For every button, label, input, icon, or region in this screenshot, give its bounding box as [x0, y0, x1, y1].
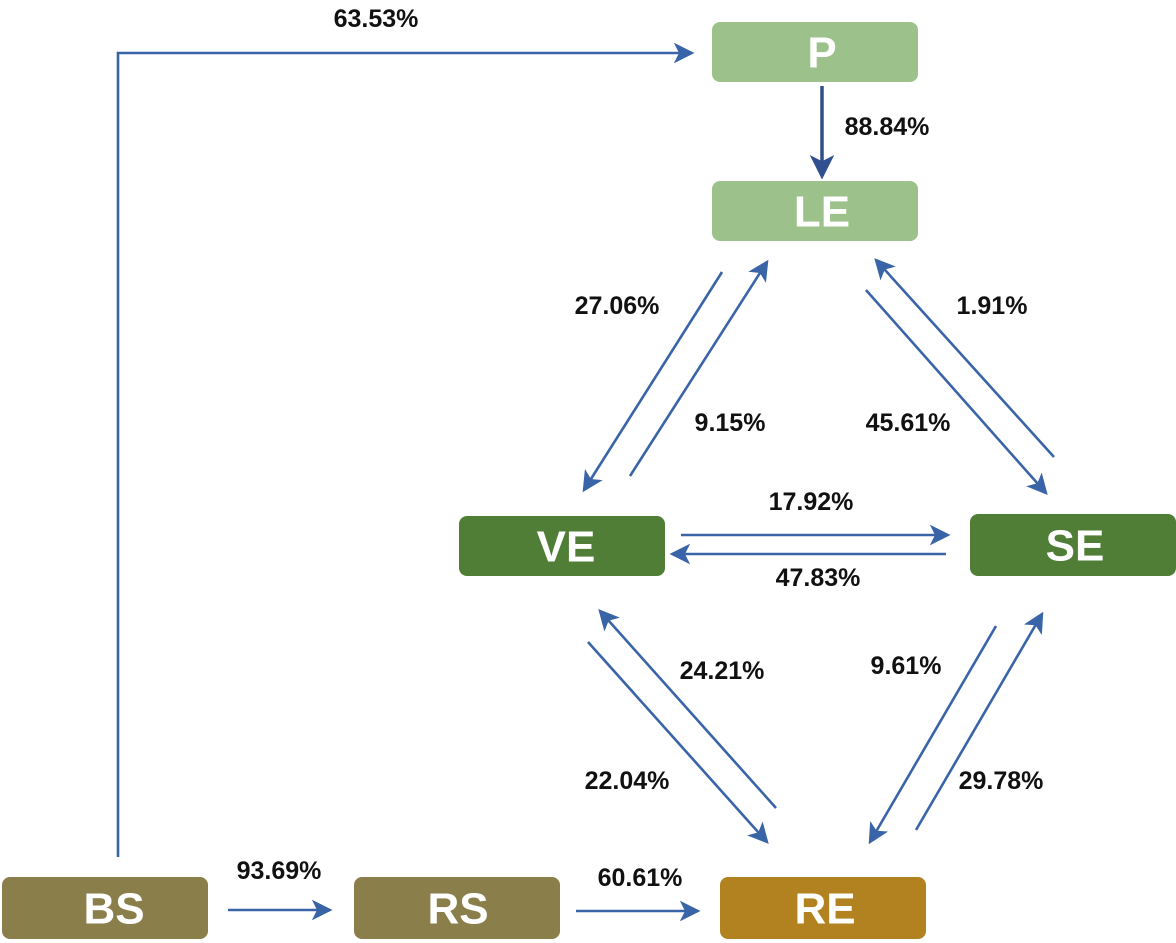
node-ve-box	[459, 516, 665, 576]
node-se-box	[970, 514, 1176, 576]
node-bs-label: BS	[83, 885, 144, 934]
label-p-to-le: 88.84%	[845, 113, 930, 141]
label-le-to-ve: 27.06%	[575, 292, 660, 320]
node-bs: BS	[2, 877, 208, 939]
edge-bs-to-p	[116, 42, 695, 857]
edge-re-to-ve	[598, 609, 777, 809]
node-bs-box	[2, 877, 208, 939]
edge-se-to-re	[868, 625, 998, 845]
label-re-to-se: 29.78%	[959, 767, 1044, 795]
node-ve: VE	[459, 516, 665, 576]
node-le-label: LE	[794, 188, 850, 237]
node-p: P	[712, 22, 918, 82]
label-se-to-ve: 47.83%	[776, 564, 861, 592]
node-re-box	[720, 877, 926, 939]
node-rs: RS	[354, 877, 560, 939]
label-bs-to-rs: 93.69%	[237, 857, 322, 885]
node-se: SE	[970, 514, 1176, 576]
node-rs-label: RS	[427, 885, 488, 934]
node-re: RE	[720, 877, 926, 939]
node-re-label: RE	[794, 885, 855, 934]
label-ve-to-se: 17.92%	[769, 488, 854, 516]
label-ve-to-re: 22.04%	[585, 767, 670, 795]
label-rs-to-re: 60.61%	[598, 864, 683, 892]
node-se-label: SE	[1046, 522, 1105, 571]
edge-se-to-le	[874, 258, 1055, 458]
label-bs-to-p: 63.53%	[334, 5, 419, 33]
node-ve-label: VE	[537, 523, 596, 572]
node-le-box	[712, 181, 918, 241]
label-re-to-ve: 24.21%	[680, 657, 765, 685]
node-p-label: P	[807, 29, 836, 78]
edge-ve-to-le	[628, 259, 769, 477]
edge-le-to-ve	[582, 271, 724, 493]
node-p-box	[712, 22, 918, 82]
label-se-to-re: 9.61%	[871, 652, 942, 680]
edge-le-to-se	[865, 289, 1048, 495]
edge-re-to-se	[914, 611, 1044, 831]
node-rs-box	[354, 877, 560, 939]
edge-ve-to-re	[587, 641, 769, 844]
label-se-to-le: 1.91%	[957, 292, 1028, 320]
node-le: LE	[712, 181, 918, 241]
label-le-to-se: 45.61%	[866, 409, 951, 437]
label-ve-to-le: 9.15%	[695, 409, 766, 437]
